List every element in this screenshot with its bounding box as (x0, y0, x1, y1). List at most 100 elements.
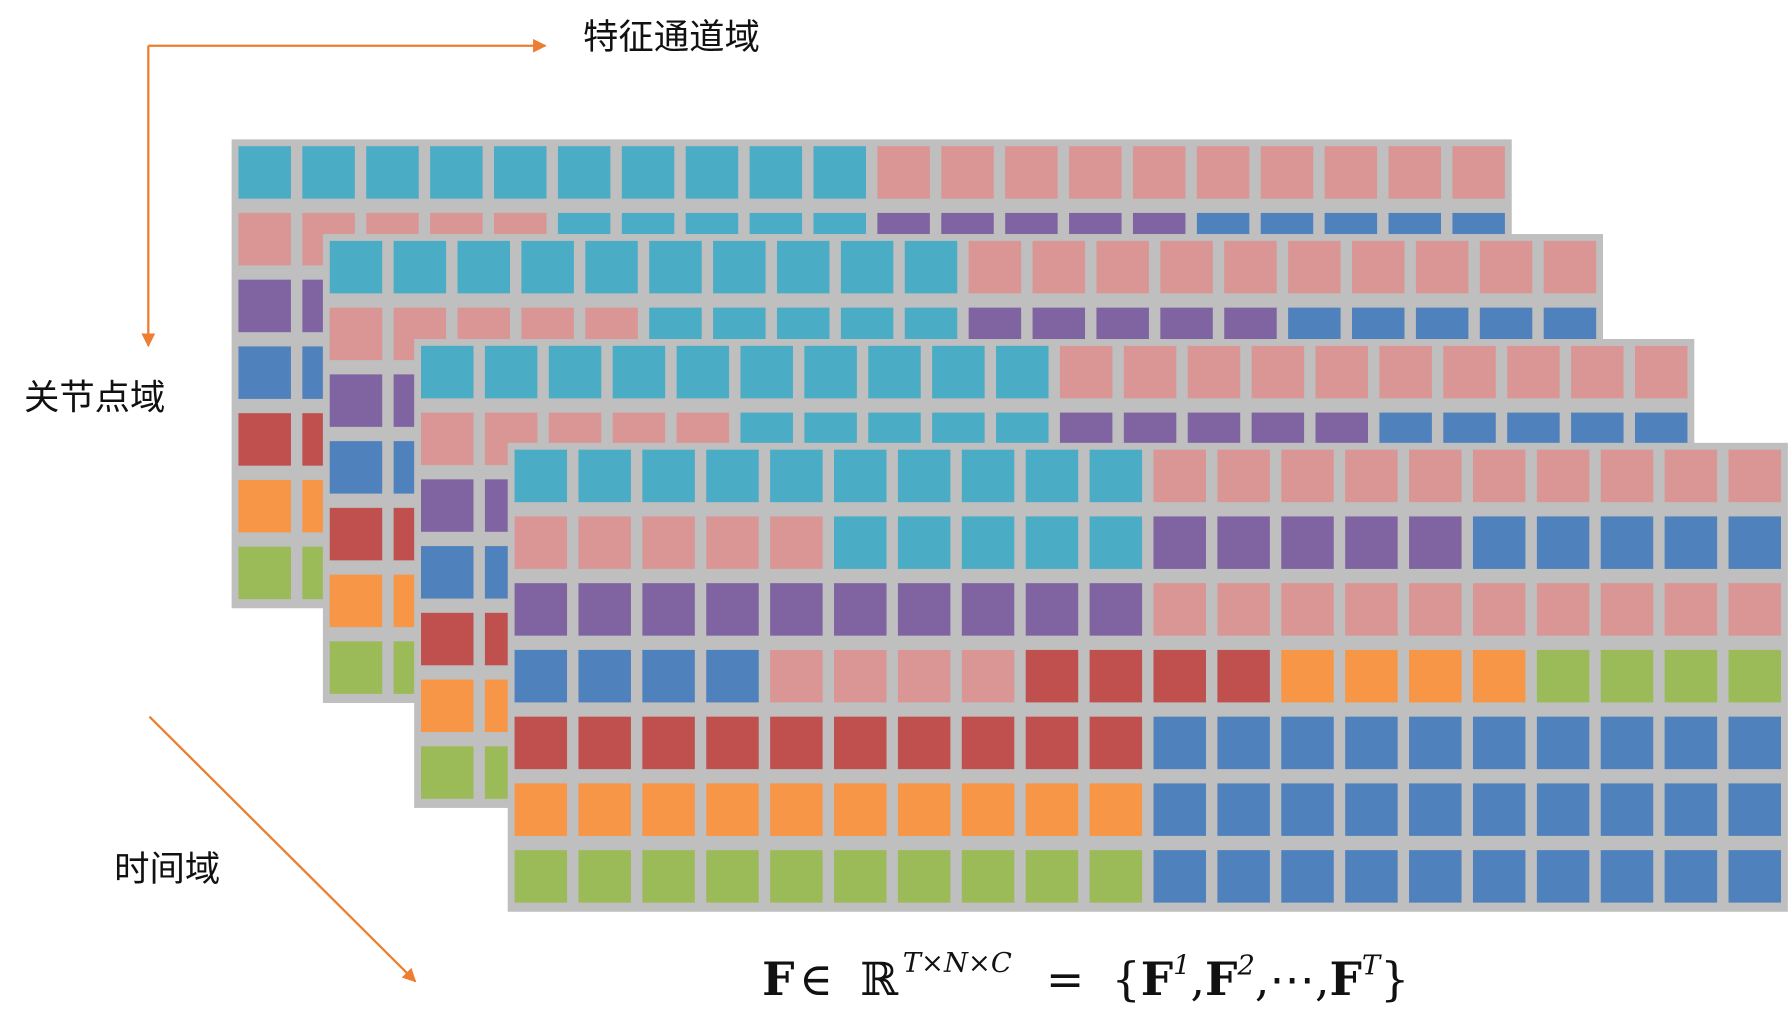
cell (1664, 649, 1718, 703)
cell (713, 240, 766, 294)
cell (1217, 516, 1270, 569)
cell (514, 783, 568, 836)
cell (897, 783, 951, 836)
cell (430, 146, 483, 199)
cell (1281, 516, 1334, 569)
cell (961, 449, 1015, 503)
cell (1153, 449, 1206, 503)
cell (329, 374, 383, 427)
cell (706, 449, 759, 503)
cell (1089, 449, 1143, 503)
cell (1600, 583, 1654, 636)
cell (1096, 240, 1149, 294)
cell (1472, 516, 1526, 569)
cell (1600, 449, 1654, 503)
cell (1281, 716, 1334, 770)
cell (1345, 516, 1398, 569)
time-label: 时间域 (114, 849, 220, 890)
cell (1153, 649, 1206, 703)
cell (1089, 850, 1143, 903)
cell (1600, 850, 1654, 903)
cell (813, 146, 866, 199)
formula-part: F (762, 952, 794, 1006)
cell (421, 546, 474, 599)
cell (804, 345, 857, 399)
cell (706, 783, 759, 836)
cell (770, 583, 823, 636)
cell (932, 345, 985, 399)
cell (749, 146, 803, 199)
cell (1025, 449, 1079, 503)
cell (770, 516, 823, 569)
cell (1409, 716, 1462, 770)
cell (578, 449, 631, 503)
cell (1217, 716, 1270, 770)
cell (1224, 240, 1277, 294)
cell (834, 783, 887, 836)
cell (393, 240, 447, 294)
cell (514, 850, 568, 903)
cell (1069, 146, 1122, 199)
cell (514, 449, 568, 503)
cell (961, 850, 1015, 903)
cell (612, 345, 666, 399)
cell (1664, 516, 1718, 569)
cell (421, 345, 474, 399)
cell (1728, 716, 1782, 770)
cell (421, 612, 474, 666)
cell (1379, 345, 1432, 399)
cell (834, 516, 887, 569)
formula-part: ⋯ (1269, 953, 1315, 1006)
cell (1472, 649, 1526, 703)
cell (1634, 345, 1688, 399)
cell (834, 850, 887, 903)
cell (1664, 449, 1718, 503)
cell (1409, 449, 1462, 503)
cell (548, 345, 602, 399)
cell (238, 413, 291, 466)
cell (642, 583, 695, 636)
cell (868, 345, 921, 399)
joint-label: 关节点域 (24, 378, 165, 419)
formula-part: } (1380, 953, 1409, 1006)
cell (642, 649, 695, 703)
formula: F ∈ ℝ T×N×C = {F1,F2,⋯,FT} (762, 948, 1409, 1006)
cell (1536, 716, 1590, 770)
cell (1260, 146, 1314, 199)
cell (897, 516, 951, 569)
cell (1089, 783, 1143, 836)
cell (961, 649, 1015, 703)
cell (968, 240, 1022, 294)
cell (1160, 240, 1213, 294)
cell (1472, 783, 1526, 836)
formula-part: = (1046, 953, 1084, 1006)
cell (1452, 146, 1505, 199)
cell (1025, 583, 1079, 636)
cell (834, 449, 887, 503)
formula-part: ℝ (860, 953, 899, 1006)
cell (642, 449, 695, 503)
cell (521, 240, 574, 294)
cell (329, 307, 383, 361)
cell (1536, 850, 1590, 903)
cell (961, 783, 1015, 836)
cell (1600, 716, 1654, 770)
cell (834, 649, 887, 703)
cell (770, 449, 823, 503)
cell (1536, 449, 1590, 503)
cell (1217, 449, 1270, 503)
cell (1664, 716, 1718, 770)
cell (996, 345, 1049, 399)
cell (706, 583, 759, 636)
cell (840, 240, 894, 294)
cell (1345, 449, 1398, 503)
cell (1281, 783, 1334, 836)
cell (1409, 516, 1462, 569)
cell (897, 583, 951, 636)
cell (621, 146, 675, 199)
cell (578, 516, 631, 569)
cell (329, 507, 383, 561)
cell (1153, 583, 1206, 636)
cell (1415, 240, 1469, 294)
cell (238, 546, 291, 600)
